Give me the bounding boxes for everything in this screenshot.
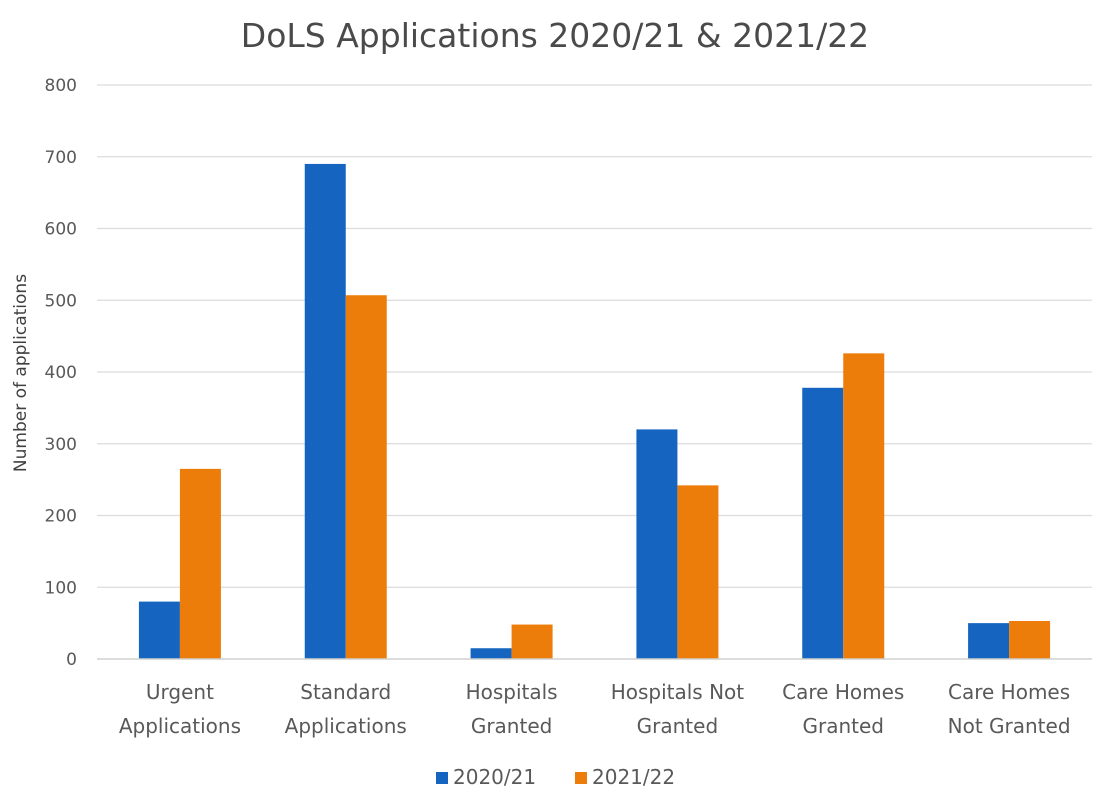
- y-tick-label: 600: [45, 220, 77, 240]
- x-category-label: Granted: [803, 714, 885, 738]
- x-category-label: Care Homes: [782, 680, 904, 704]
- y-tick-label: 200: [45, 507, 77, 527]
- chart-title: DoLS Applications 2020/21 & 2021/22: [241, 16, 869, 55]
- bar-2020-21-0: [138, 601, 180, 659]
- legend-label: 2020/21: [453, 765, 536, 789]
- x-category-label: Applications: [285, 714, 407, 738]
- x-axis-categories: Urgent Applications Standard Applications Ho…: [119, 680, 1071, 738]
- bar-2020-21-3: [636, 429, 678, 659]
- y-tick-label: 0: [66, 650, 77, 670]
- x-category-label: Applications: [119, 714, 241, 738]
- x-category-label: Granted: [637, 714, 719, 738]
- grid-lines: [97, 84, 1092, 588]
- bar-2020-21-2: [470, 648, 512, 659]
- bar-2020-21-1: [304, 163, 346, 660]
- x-category-label: Not Granted: [948, 714, 1071, 738]
- y-tick-label: 500: [45, 291, 77, 311]
- y-tick-label: 100: [45, 578, 77, 598]
- y-tick-label: 700: [45, 148, 77, 168]
- y-tick-label: 400: [45, 363, 77, 383]
- legend-label: 2021/22: [592, 765, 675, 789]
- bar-2021-22-5: [1009, 620, 1051, 659]
- bar-2021-22-4: [843, 353, 885, 659]
- x-category-label: Hospitals: [466, 680, 558, 704]
- x-category-label: Standard: [300, 680, 391, 704]
- legend: 2020/21 2021/22: [436, 765, 675, 789]
- x-category-label: Granted: [471, 714, 553, 738]
- y-axis-ticks: 0 100 200 300 400 500 600 700 800: [45, 76, 77, 670]
- bars: [138, 163, 1051, 660]
- legend-swatch: [436, 772, 448, 784]
- bar-2020-21-4: [802, 387, 844, 659]
- y-tick-label: 800: [45, 76, 77, 96]
- y-axis-label: Number of applications: [11, 274, 31, 472]
- y-tick-label: 300: [45, 435, 77, 455]
- bar-2021-22-1: [345, 295, 387, 659]
- legend-swatch: [575, 772, 587, 784]
- bar-2021-22-2: [511, 624, 553, 659]
- x-category-label: Hospitals Not: [611, 680, 745, 704]
- x-category-label: Care Homes: [948, 680, 1070, 704]
- bar-2021-22-0: [179, 468, 221, 659]
- bar-2021-22-3: [677, 485, 719, 659]
- bar-2020-21-5: [968, 623, 1010, 659]
- x-category-label: Urgent: [146, 680, 214, 704]
